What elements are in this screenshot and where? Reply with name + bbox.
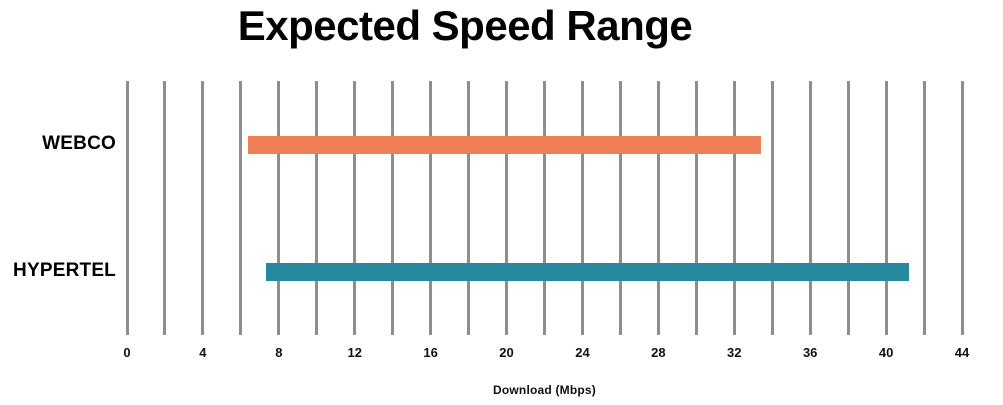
gridline <box>960 81 964 335</box>
gridline <box>353 81 357 335</box>
x-tick-label: 32 <box>727 345 742 360</box>
gridline <box>922 81 926 335</box>
gridline <box>277 81 281 335</box>
x-tick-label: 44 <box>954 345 970 360</box>
category-label: HYPERTEL <box>13 259 116 281</box>
gridline <box>467 81 471 335</box>
x-tick-label: 8 <box>275 345 283 360</box>
gridline <box>846 81 850 335</box>
range-bar <box>265 262 909 281</box>
x-tick-label: 4 <box>199 345 207 360</box>
gridline <box>163 81 167 335</box>
x-tick-label: 0 <box>123 345 131 360</box>
gridline <box>201 81 205 335</box>
x-tick-label: 40 <box>878 345 894 360</box>
x-tick-label: 16 <box>423 345 438 360</box>
gridline <box>770 81 774 335</box>
gridline <box>239 81 243 335</box>
gridline <box>315 81 319 335</box>
gridline <box>808 81 812 335</box>
x-tick-label: 12 <box>347 345 362 360</box>
x-tick-label: 20 <box>499 345 514 360</box>
x-tick-label: 28 <box>651 345 666 360</box>
gridline <box>543 81 546 335</box>
gridline <box>618 81 622 335</box>
x-tick-label: 24 <box>575 345 590 360</box>
gridline <box>505 81 509 335</box>
plot-area <box>125 81 964 335</box>
gridline <box>884 81 888 335</box>
gridline <box>391 81 395 335</box>
x-axis-title: Download (Mbps) <box>493 383 596 397</box>
gridline <box>694 81 698 335</box>
gridline <box>125 81 129 335</box>
category-label: WEBCO <box>42 132 116 154</box>
gridline <box>580 81 584 335</box>
range-bar <box>248 135 761 154</box>
chart-title: Expected Speed Range <box>237 2 693 49</box>
gridline <box>656 81 660 335</box>
x-tick-label: 36 <box>802 345 818 360</box>
gridline <box>429 81 433 335</box>
gridline <box>732 81 736 335</box>
